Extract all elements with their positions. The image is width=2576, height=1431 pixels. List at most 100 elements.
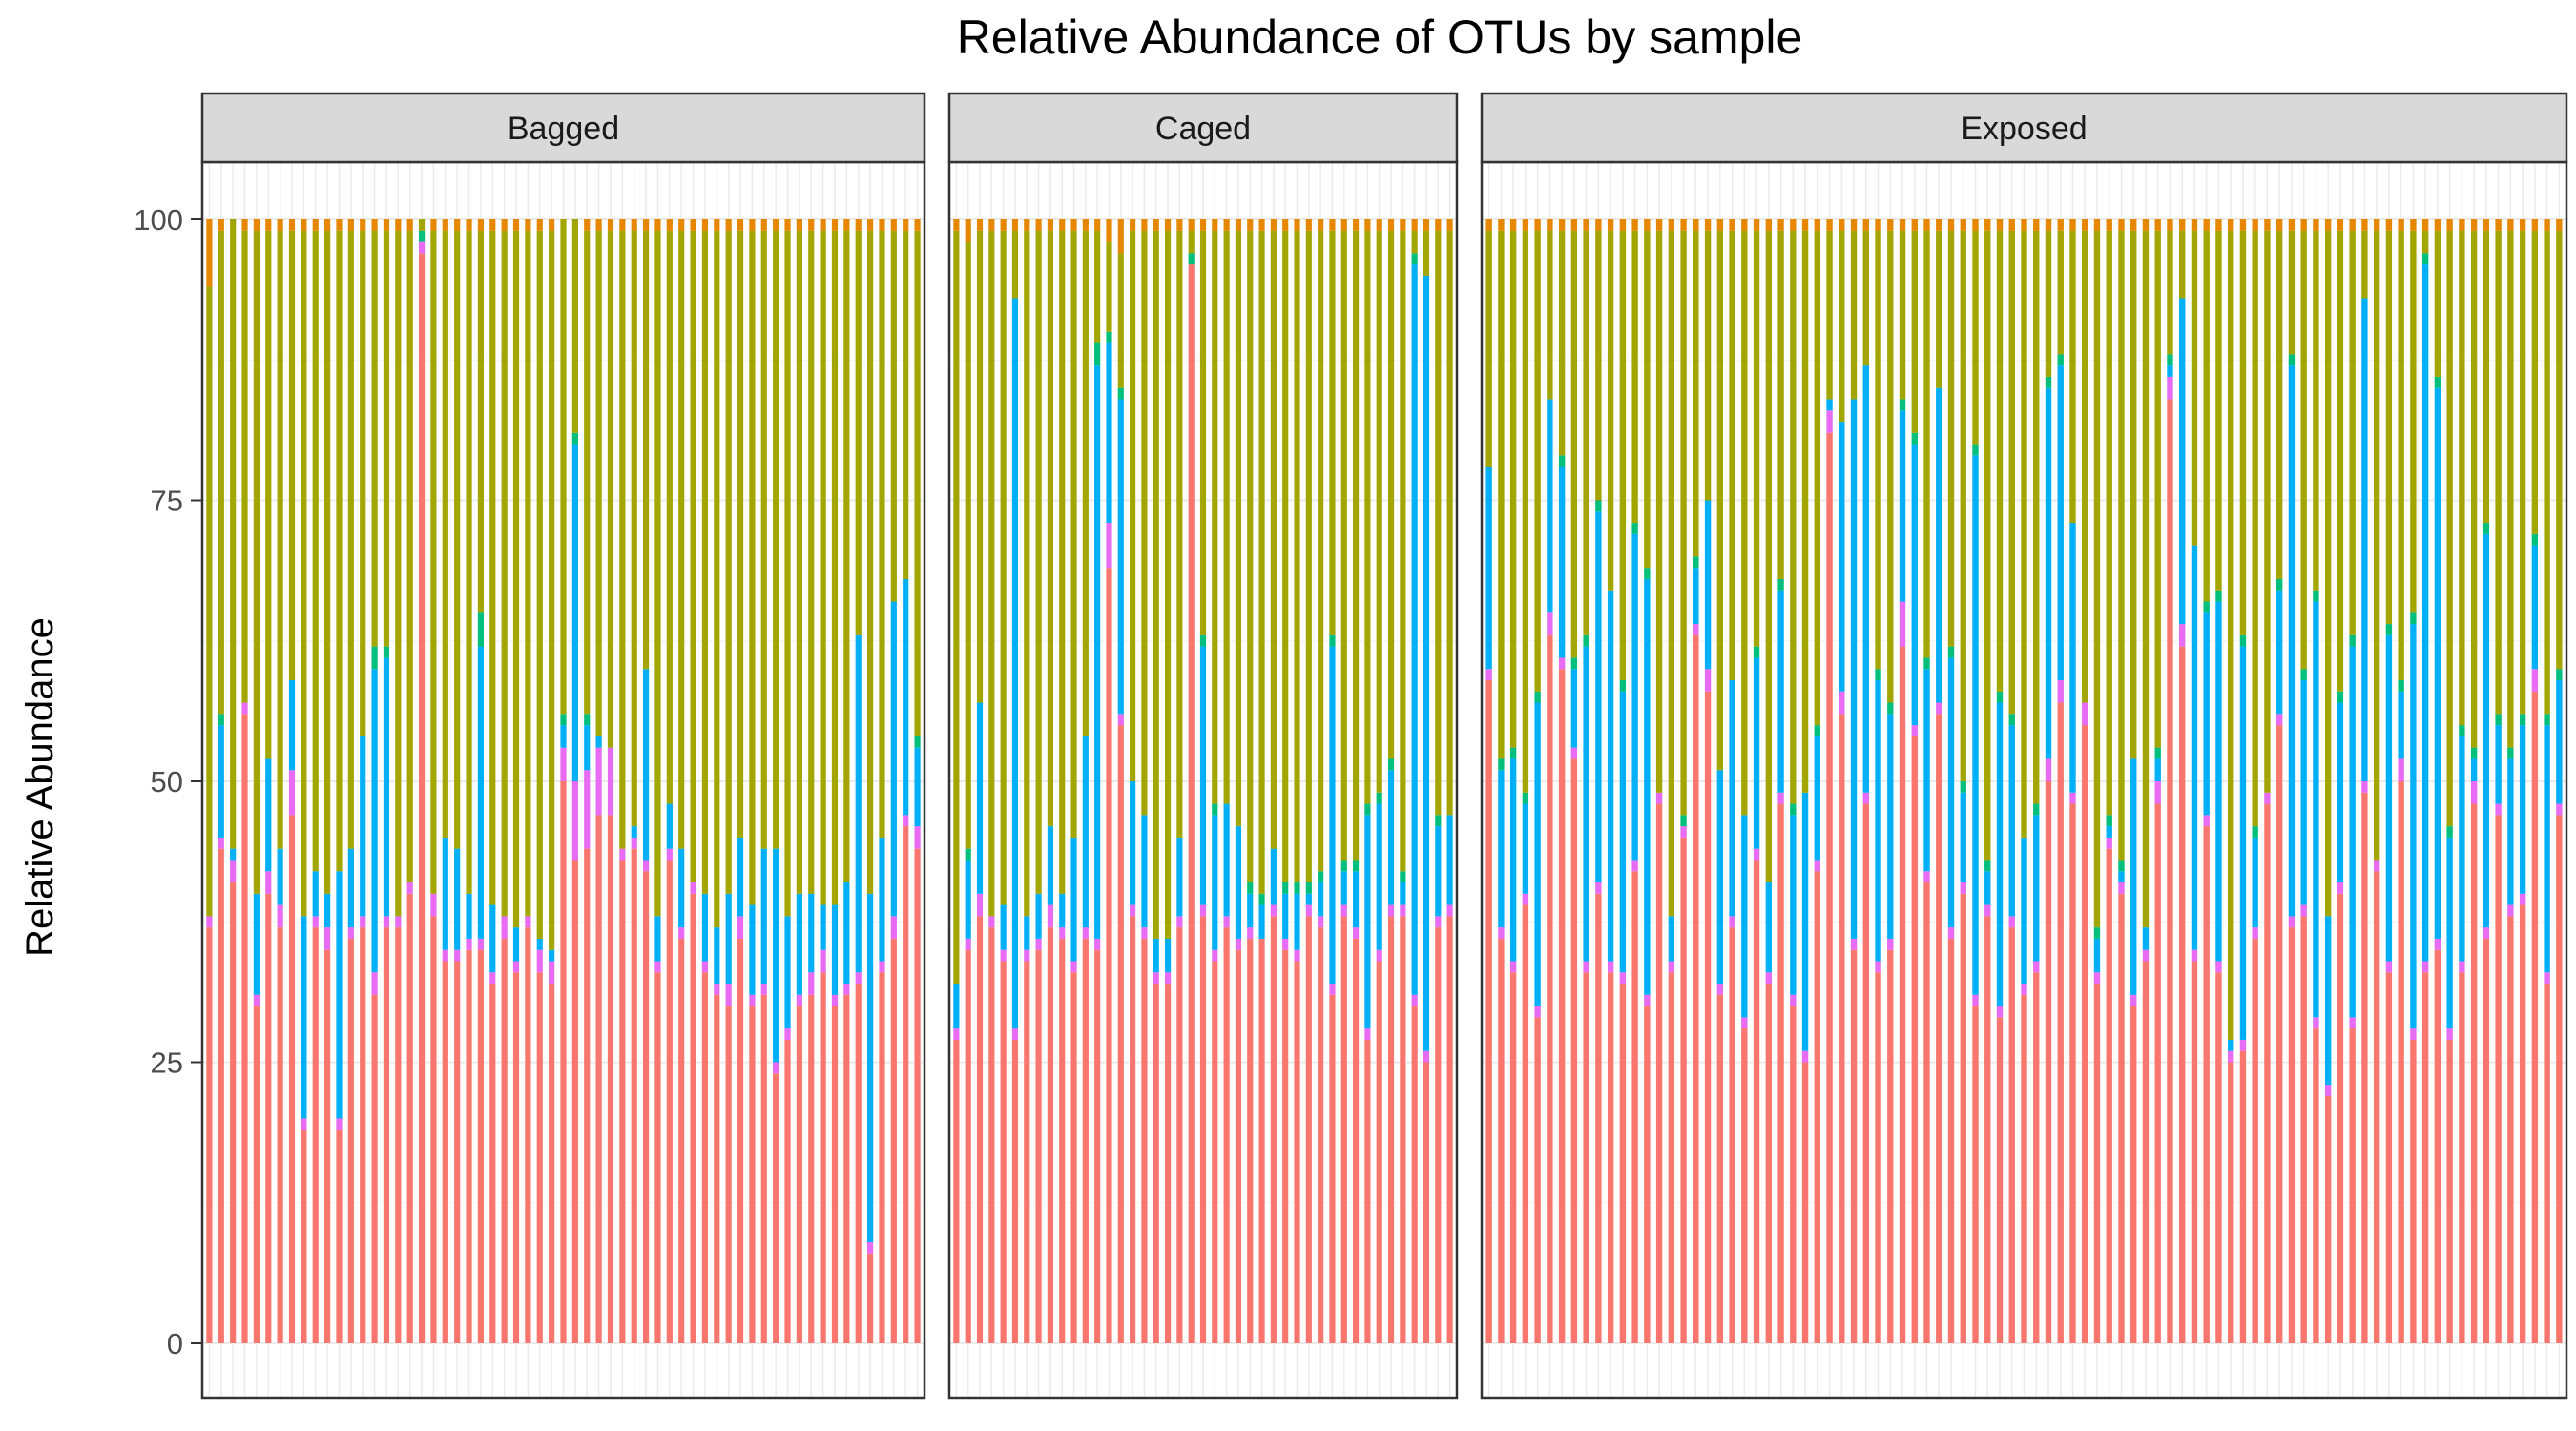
bar-segment — [1534, 1017, 1541, 1343]
bar-segment — [1070, 972, 1077, 1343]
bar-segment — [1716, 219, 1724, 231]
bar-segment — [1353, 860, 1360, 872]
bar-segment — [1570, 230, 1578, 658]
bar-segment — [867, 893, 874, 1242]
bar-segment — [2130, 1006, 2137, 1343]
sample-bar — [1887, 219, 1894, 1343]
bar-segment — [1141, 219, 1148, 231]
bar-segment — [2544, 972, 2550, 985]
bar-segment — [1258, 893, 1265, 905]
sample-bar — [2215, 219, 2222, 1343]
bar-segment — [1753, 848, 1760, 861]
bar-segment — [1522, 230, 1529, 793]
sample-bar — [395, 219, 402, 1343]
bar-segment — [2093, 972, 2101, 985]
bar-segment — [714, 984, 720, 995]
bar-segment — [1534, 219, 1541, 231]
bar-segment — [2264, 230, 2271, 793]
bar-segment — [2142, 949, 2150, 962]
bar-segment — [1270, 230, 1277, 849]
bar-segment — [1176, 916, 1183, 928]
bar-segment — [1655, 803, 1663, 1343]
bar-segment — [2300, 669, 2307, 680]
bar-segment — [1024, 219, 1030, 231]
bar-segment — [1790, 219, 1797, 231]
sample-bar — [2118, 219, 2125, 1343]
bar-segment — [1000, 949, 1007, 962]
bar-segment — [890, 601, 897, 917]
bar-segment — [1176, 927, 1183, 1343]
bar-segment — [430, 219, 437, 231]
sample-bar — [879, 219, 885, 1343]
bar-segment — [2093, 927, 2101, 939]
bar-segment — [1258, 219, 1265, 231]
bar-segment — [2179, 298, 2186, 625]
bar-segment — [1235, 826, 1242, 939]
bar-segment — [1547, 219, 1553, 231]
bar-segment — [265, 893, 272, 1343]
sample-bar — [773, 219, 779, 1343]
bar-segment — [2179, 230, 2186, 299]
bar-segment — [1059, 938, 1066, 1343]
sample-bar — [2398, 219, 2404, 1343]
bar-segment — [241, 714, 248, 1343]
bar-segment — [230, 860, 237, 883]
sample-bar — [914, 219, 921, 1343]
bar-segment — [820, 904, 826, 950]
bar-segment — [1923, 882, 1930, 1343]
bar-segment — [1117, 714, 1124, 726]
bar-segment — [489, 904, 496, 973]
bars — [1485, 219, 2563, 1344]
bar-segment — [1509, 972, 1517, 1343]
bar-segment — [2459, 725, 2465, 736]
bar-segment — [1329, 634, 1336, 647]
sample-bar — [1059, 219, 1066, 1343]
bar-segment — [2446, 230, 2453, 827]
bar-segment — [1340, 916, 1347, 1343]
bar-segment — [2544, 984, 2550, 1343]
bar-segment — [820, 972, 826, 1343]
bar-segment — [701, 230, 709, 894]
bar-segment — [1011, 298, 1019, 1029]
bar-segment — [855, 634, 862, 973]
bar-segment — [1435, 826, 1442, 917]
bar-segment — [1199, 230, 1207, 635]
bar-segment — [796, 219, 802, 231]
bar-segment — [890, 230, 897, 602]
bar-segment — [466, 938, 472, 950]
bar-segment — [2519, 725, 2526, 894]
bar-segment — [1212, 815, 1218, 950]
bar-segment — [2421, 972, 2429, 1343]
bar-segment — [1790, 230, 1797, 804]
bar-segment — [2008, 714, 2015, 726]
bar-segment — [1153, 230, 1159, 939]
bar-segment — [2483, 927, 2490, 939]
bar-segment — [1547, 634, 1553, 1343]
bar-segment — [1498, 770, 1505, 928]
bar-segment — [2434, 376, 2441, 388]
bar-segment — [1423, 219, 1430, 231]
bar-segment — [1282, 230, 1289, 883]
bar-segment — [1936, 387, 1942, 703]
bar-segment — [2544, 230, 2550, 715]
sample-bar — [277, 219, 283, 1343]
bar-segment — [288, 679, 296, 771]
bar-segment — [1899, 230, 1906, 400]
bar-segment — [642, 219, 650, 231]
bar-segment — [2021, 219, 2027, 231]
bar-segment — [1668, 219, 1675, 231]
bar-segment — [2313, 1017, 2319, 1029]
bar-segment — [241, 230, 248, 703]
sample-bar — [1522, 219, 1529, 1343]
sample-bar — [796, 219, 802, 1343]
sample-bar — [1364, 219, 1371, 1343]
sample-bar — [1047, 219, 1053, 1343]
bar-segment — [1790, 1006, 1797, 1343]
bar-segment — [2215, 961, 2222, 973]
bar-segment — [784, 230, 791, 917]
bar-segment — [1235, 230, 1242, 827]
sample-bar — [1558, 219, 1566, 1343]
bar-segment — [1765, 230, 1773, 883]
bar-segment — [1235, 938, 1242, 950]
sample-bar — [1826, 219, 1833, 1343]
